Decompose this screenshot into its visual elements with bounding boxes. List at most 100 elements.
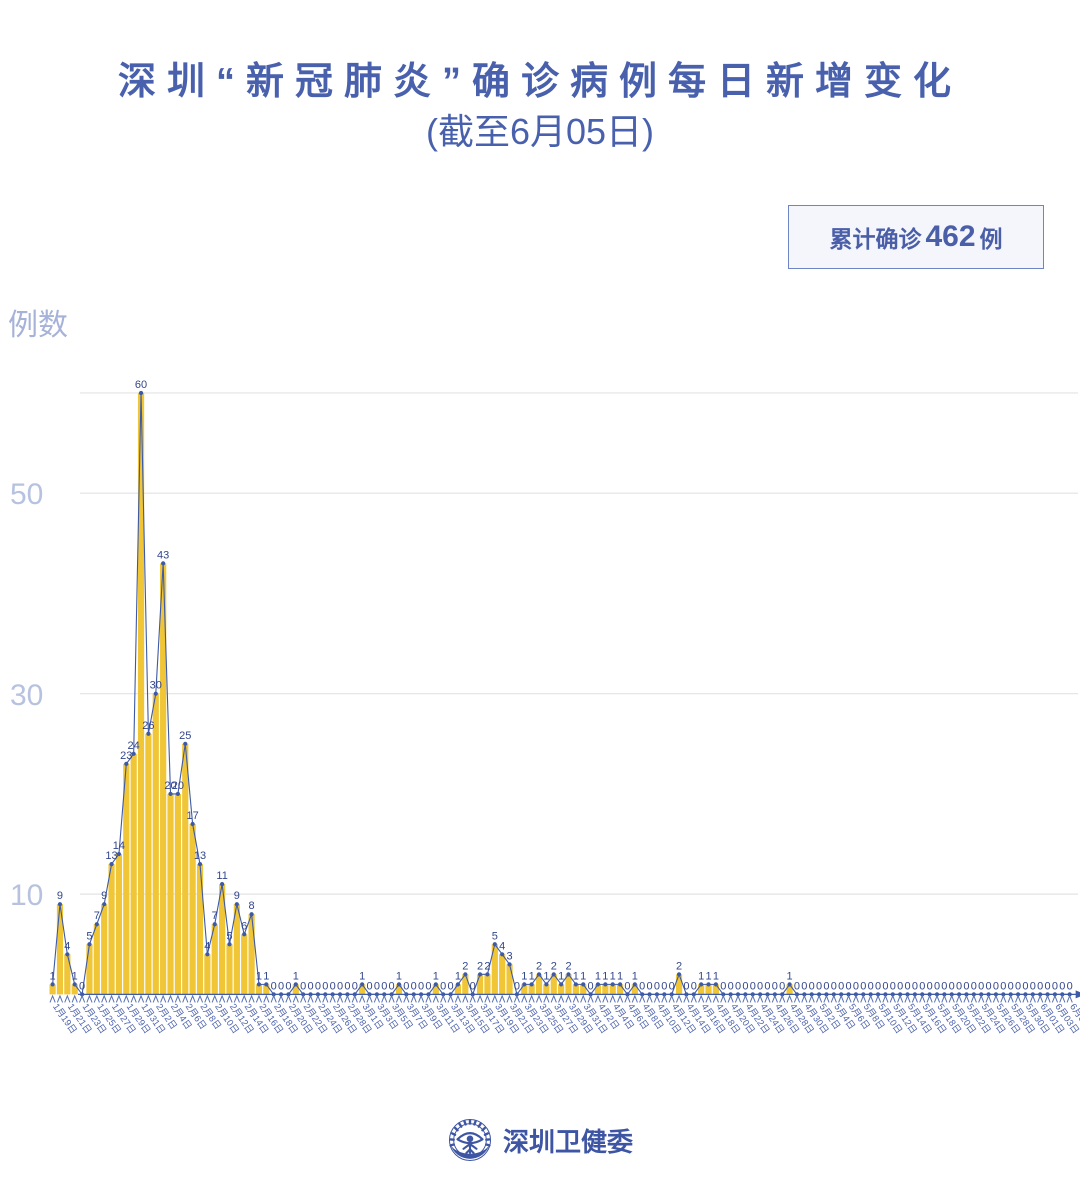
svg-text:0: 0: [683, 980, 689, 992]
svg-text:0: 0: [344, 980, 350, 992]
svg-text:2: 2: [462, 960, 468, 972]
svg-text:13: 13: [194, 850, 206, 862]
svg-text:11: 11: [216, 870, 227, 882]
svg-text:24: 24: [128, 740, 140, 752]
svg-text:0: 0: [1059, 980, 1065, 992]
svg-text:0: 0: [963, 980, 969, 992]
svg-text:0: 0: [868, 980, 874, 992]
svg-text:0: 0: [79, 980, 85, 992]
svg-text:3: 3: [506, 950, 512, 962]
svg-text:0: 0: [366, 980, 372, 992]
svg-text:0: 0: [285, 980, 291, 992]
svg-text:0: 0: [1044, 980, 1050, 992]
svg-text:1: 1: [602, 970, 608, 982]
svg-text:0: 0: [809, 980, 815, 992]
svg-text:1: 1: [256, 970, 262, 982]
svg-text:0: 0: [1000, 980, 1006, 992]
svg-text:1: 1: [580, 970, 586, 982]
svg-text:5: 5: [492, 930, 498, 942]
svg-text:0: 0: [300, 980, 306, 992]
svg-text:6: 6: [241, 920, 247, 932]
svg-text:0: 0: [330, 980, 336, 992]
svg-text:1: 1: [455, 970, 461, 982]
svg-text:0: 0: [1015, 980, 1021, 992]
svg-text:0: 0: [624, 980, 630, 992]
svg-text:0: 0: [845, 980, 851, 992]
svg-text:1: 1: [396, 970, 402, 982]
svg-text:1: 1: [359, 970, 365, 982]
svg-text:0: 0: [514, 980, 520, 992]
svg-text:0: 0: [735, 980, 741, 992]
svg-text:2: 2: [676, 960, 682, 972]
svg-text:0: 0: [890, 980, 896, 992]
svg-text:0: 0: [993, 980, 999, 992]
svg-text:0: 0: [860, 980, 866, 992]
svg-text:5: 5: [226, 930, 232, 942]
svg-text:14: 14: [113, 840, 125, 852]
svg-text:4: 4: [64, 940, 70, 952]
svg-text:1: 1: [573, 970, 579, 982]
svg-text:30: 30: [150, 680, 162, 692]
svg-text:0: 0: [831, 980, 837, 992]
svg-text:0: 0: [1037, 980, 1043, 992]
svg-text:0: 0: [853, 980, 859, 992]
svg-text:0: 0: [440, 980, 446, 992]
svg-text:0: 0: [927, 980, 933, 992]
svg-text:2: 2: [484, 960, 490, 972]
svg-text:0: 0: [823, 980, 829, 992]
svg-text:0: 0: [764, 980, 770, 992]
svg-text:0: 0: [986, 980, 992, 992]
svg-text:5: 5: [86, 930, 92, 942]
svg-text:1: 1: [595, 970, 601, 982]
svg-text:0: 0: [403, 980, 409, 992]
svg-text:0: 0: [1022, 980, 1028, 992]
svg-text:0: 0: [772, 980, 778, 992]
svg-text:0: 0: [838, 980, 844, 992]
svg-text:2: 2: [551, 960, 557, 972]
svg-text:2: 2: [536, 960, 542, 972]
svg-text:1: 1: [610, 970, 616, 982]
svg-text:0: 0: [470, 980, 476, 992]
svg-text:43: 43: [157, 549, 169, 561]
svg-text:0: 0: [934, 980, 940, 992]
svg-text:0: 0: [448, 980, 454, 992]
svg-text:0: 0: [971, 980, 977, 992]
svg-text:25: 25: [179, 730, 191, 742]
svg-text:0: 0: [949, 980, 955, 992]
svg-text:9: 9: [57, 890, 63, 902]
svg-text:0: 0: [337, 980, 343, 992]
svg-text:1: 1: [293, 970, 299, 982]
svg-text:0: 0: [794, 980, 800, 992]
svg-text:0: 0: [904, 980, 910, 992]
svg-text:20: 20: [172, 780, 184, 792]
svg-text:0: 0: [897, 980, 903, 992]
svg-text:0: 0: [816, 980, 822, 992]
svg-text:0: 0: [757, 980, 763, 992]
svg-text:7: 7: [94, 910, 100, 922]
svg-text:0: 0: [411, 980, 417, 992]
svg-text:0: 0: [1030, 980, 1036, 992]
svg-text:2: 2: [477, 960, 483, 972]
svg-text:1: 1: [433, 970, 439, 982]
svg-text:0: 0: [307, 980, 313, 992]
svg-text:0: 0: [912, 980, 918, 992]
svg-text:0: 0: [654, 980, 660, 992]
svg-text:0: 0: [919, 980, 925, 992]
svg-text:0: 0: [882, 980, 888, 992]
svg-text:0: 0: [750, 980, 756, 992]
svg-text:0: 0: [381, 980, 387, 992]
svg-text:0: 0: [588, 980, 594, 992]
svg-text:4: 4: [204, 940, 210, 952]
svg-text:0: 0: [389, 980, 395, 992]
svg-text:0: 0: [418, 980, 424, 992]
svg-text:1: 1: [521, 970, 527, 982]
svg-text:0: 0: [875, 980, 881, 992]
svg-text:0: 0: [647, 980, 653, 992]
svg-text:0: 0: [720, 980, 726, 992]
svg-text:1: 1: [632, 970, 638, 982]
svg-text:9: 9: [234, 890, 240, 902]
svg-text:0: 0: [978, 980, 984, 992]
svg-text:1: 1: [558, 970, 564, 982]
svg-text:1: 1: [263, 970, 269, 982]
svg-text:1: 1: [543, 970, 549, 982]
